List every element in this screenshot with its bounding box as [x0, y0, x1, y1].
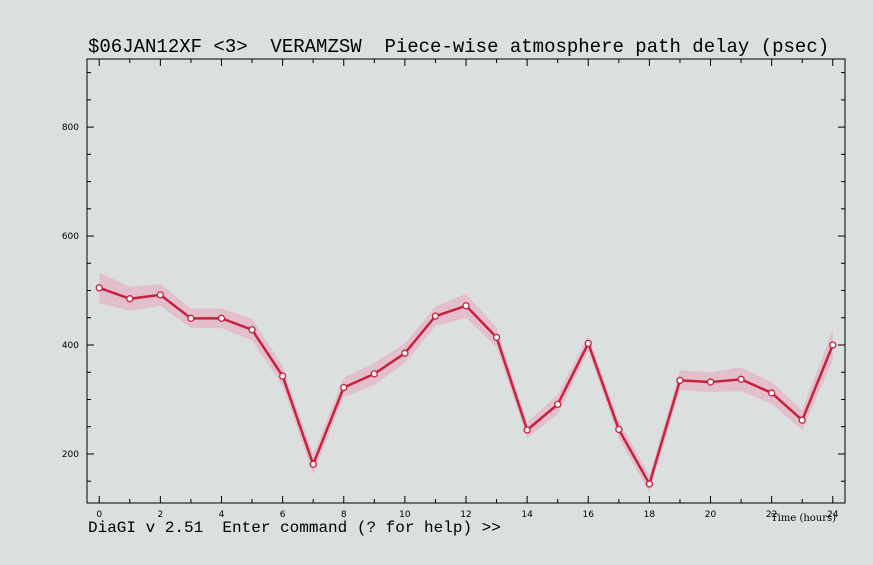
- data-point: [737, 375, 745, 383]
- x-tick-label: 16: [583, 510, 595, 520]
- data-point: [615, 425, 623, 434]
- x-tick-label: 0: [96, 510, 102, 520]
- data-point: [431, 312, 440, 320]
- y-tick-label: 400: [62, 341, 79, 351]
- command-prompt[interactable]: DiaGI v 2.51 Enter command (? for help) …: [88, 519, 501, 537]
- chart-title: $06JAN12XF <3> VERAMZSW Piece-wise atmos…: [88, 36, 830, 58]
- data-point: [492, 333, 501, 342]
- data-point: [676, 376, 684, 385]
- error-band: [99, 272, 833, 493]
- data-point: [829, 341, 837, 349]
- x-tick-label: 10: [399, 510, 411, 520]
- data-points: [95, 284, 837, 488]
- data-point: [554, 400, 562, 409]
- data-point: [523, 426, 531, 434]
- data-point: [156, 291, 165, 299]
- data-point: [217, 314, 226, 322]
- data-point: [798, 416, 806, 424]
- data-point: [767, 389, 776, 397]
- data-point: [278, 372, 287, 380]
- x-tick-label: 2: [157, 510, 163, 520]
- x-tick-label: 4: [219, 510, 225, 520]
- error-band-area: [99, 272, 833, 493]
- x-tick-label: 6: [280, 510, 286, 520]
- y-tick-label: 600: [62, 232, 79, 242]
- data-point: [401, 349, 409, 357]
- x-tick-label: 8: [341, 510, 347, 520]
- y-tick-label: 800: [62, 123, 79, 133]
- axis-ticks: [87, 59, 845, 503]
- data-point: [462, 302, 470, 310]
- x-axis-label: Time (hours): [771, 513, 837, 524]
- x-tick-label: 24: [827, 510, 839, 520]
- plot-frame: [86, 58, 846, 504]
- x-tick-label: 14: [521, 510, 533, 520]
- data-point: [95, 284, 103, 292]
- data-point: [187, 314, 195, 322]
- data-point: [706, 378, 715, 386]
- data-point: [584, 339, 592, 348]
- x-tick-label: 22: [766, 510, 777, 520]
- x-tick-label: 18: [644, 510, 656, 520]
- data-point: [248, 326, 256, 334]
- data-point: [126, 295, 134, 303]
- x-tick-label: 20: [705, 510, 717, 520]
- data-point: [309, 460, 317, 468]
- data-point: [370, 370, 378, 378]
- data-point: [645, 480, 654, 488]
- y-tick-label: 200: [62, 450, 79, 460]
- data-point: [340, 383, 348, 392]
- x-tick-label: 12: [460, 510, 471, 520]
